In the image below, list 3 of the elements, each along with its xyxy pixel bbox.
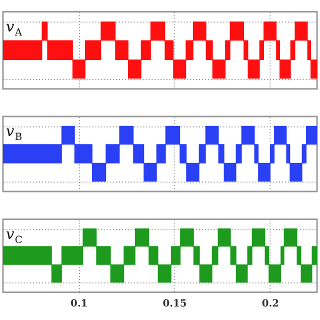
x-tick-label: 0.1 [70, 298, 88, 310]
x-tick-label: 0.2 [262, 298, 280, 310]
x-tick-label: 0.15 [162, 298, 187, 310]
